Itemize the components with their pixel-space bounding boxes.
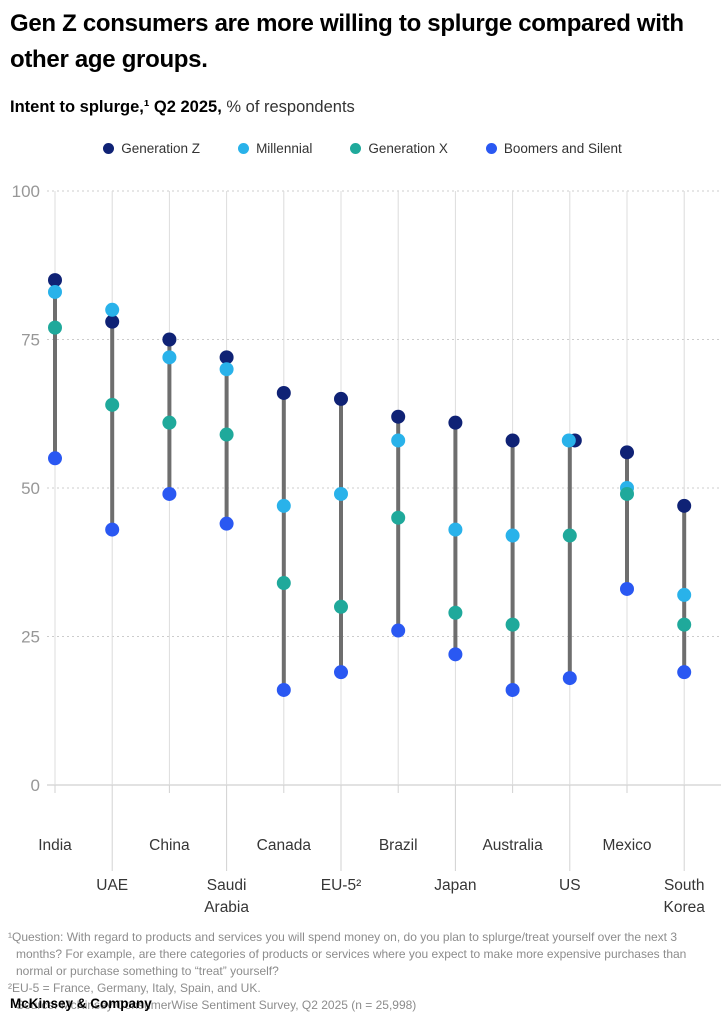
- x-axis-label: Brazil: [379, 837, 418, 854]
- footnotes: ¹Question: With regard to products and s…: [8, 929, 713, 1014]
- data-point-millennial: [505, 528, 520, 543]
- data-point-millennial: [219, 362, 234, 377]
- x-axis-label: Saudi Arabia: [204, 877, 249, 916]
- data-point-generation-z: [219, 350, 234, 365]
- data-point-generation-z: [162, 332, 177, 347]
- legend-item-generation-x: Generation X: [350, 141, 448, 156]
- legend-dot-icon-millennial: [238, 143, 250, 154]
- x-axis-label: EU-5²: [321, 877, 361, 894]
- x-axis-label: China: [149, 837, 190, 854]
- data-point-generation-z: [105, 314, 120, 329]
- legend-label: Boomers and Silent: [503, 141, 622, 156]
- chart-legend: Generation Z Millennial Generation X Boomer…: [0, 141, 725, 156]
- data-point-generation-x: [105, 397, 120, 412]
- data-point-millennial: [448, 522, 463, 537]
- data-point-millennial: [105, 302, 120, 317]
- data-point-generation-z: [677, 498, 692, 513]
- legend-label: Generation Z: [121, 141, 201, 156]
- data-point-generation-x: [391, 510, 406, 525]
- y-tick-label-100: 100: [12, 182, 40, 201]
- data-point-generation-x: [562, 528, 577, 543]
- subtitle-units: % of respondents: [221, 98, 355, 116]
- legend-item-millennial: Millennial: [238, 141, 312, 156]
- data-point-boomers-and-silent: [276, 682, 291, 697]
- data-point-boomers-and-silent: [391, 623, 406, 638]
- data-point-generation-z: [620, 445, 634, 460]
- data-point-boomers-and-silent: [162, 486, 177, 501]
- legend-item-boomers-and-silent: Boomers and Silent: [485, 141, 622, 156]
- data-point-generation-x: [334, 599, 348, 614]
- y-tick-label-50: 50: [21, 479, 40, 498]
- data-point-generation-z: [276, 385, 291, 400]
- data-point-generation-x: [219, 427, 234, 442]
- data-point-millennial: [48, 284, 62, 299]
- legend-dot-icon-generation-z: [103, 143, 115, 154]
- data-point-generation-x: [677, 617, 692, 632]
- data-point-boomers-and-silent: [219, 516, 234, 531]
- data-point-generation-x: [48, 320, 62, 335]
- data-point-millennial: [162, 350, 177, 365]
- x-axis-label: India: [38, 837, 72, 854]
- x-axis-label: South Korea: [664, 877, 706, 916]
- dot-plot-chart: 0 25 50 75 100 India UAE China Saudi Arabia Canada…: [12, 182, 721, 916]
- x-axis-label: Canada: [257, 837, 312, 854]
- data-point-millennial: [334, 486, 348, 501]
- y-tick-label-75: 75: [21, 331, 40, 350]
- data-point-generation-z: [48, 273, 62, 288]
- legend-dot-icon-generation-x: [350, 143, 362, 154]
- data-point-generation-x: [162, 415, 177, 430]
- data-point-generation-z: [334, 391, 348, 406]
- legend-label: Generation X: [368, 141, 448, 156]
- x-axis-label: Mexico: [602, 837, 651, 854]
- footnote-eu5: ²EU-5 = France, Germany, Italy, Spain, a…: [8, 981, 261, 996]
- data-point-boomers-and-silent: [48, 451, 62, 466]
- data-point-generation-z: [391, 409, 406, 424]
- footnote-source: Source: McKinsey ConsumerWise Sentiment …: [16, 998, 417, 1013]
- data-point-boomers-and-silent: [562, 671, 577, 686]
- x-axis-label: Japan: [434, 877, 476, 894]
- data-point-boomers-and-silent: [334, 665, 348, 680]
- legend-item-generation-z: Generation Z: [103, 141, 200, 156]
- legend-dot-icon-boomers-and-silent: [485, 143, 497, 154]
- data-point-boomers-and-silent: [620, 581, 634, 596]
- data-point-millennial: [276, 498, 291, 513]
- data-point-millennial: [677, 587, 692, 602]
- y-tick-label-25: 25: [21, 628, 40, 647]
- legend-label: Millennial: [256, 141, 313, 156]
- data-point-millennial: [561, 433, 576, 448]
- data-point-boomers-and-silent: [105, 522, 120, 537]
- data-point-generation-z: [448, 415, 463, 430]
- x-axis-label: UAE: [96, 877, 128, 894]
- data-point-boomers-and-silent: [448, 647, 463, 662]
- footnote-question: ¹Question: With regard to products and s…: [8, 930, 687, 979]
- chart-subtitle: Intent to splurge,¹ Q2 2025, % of respon…: [10, 98, 715, 117]
- subtitle-bold: Intent to splurge,¹ Q2 2025,: [10, 98, 222, 116]
- chart-title: Gen Z consumers are more willing to splu…: [10, 10, 684, 73]
- mckinsey-logo: McKinsey & Company: [10, 996, 152, 1011]
- data-point-millennial: [391, 433, 406, 448]
- x-axis-label: Australia: [482, 837, 543, 854]
- data-point-boomers-and-silent: [677, 665, 692, 680]
- data-point-generation-x: [620, 486, 634, 501]
- y-tick-label-0: 0: [31, 776, 40, 795]
- x-axis-label: US: [559, 877, 581, 894]
- data-point-boomers-and-silent: [505, 682, 520, 697]
- data-point-generation-z: [505, 433, 520, 448]
- data-point-generation-x: [276, 576, 291, 591]
- data-point-generation-x: [505, 617, 520, 632]
- data-point-generation-x: [448, 605, 463, 620]
